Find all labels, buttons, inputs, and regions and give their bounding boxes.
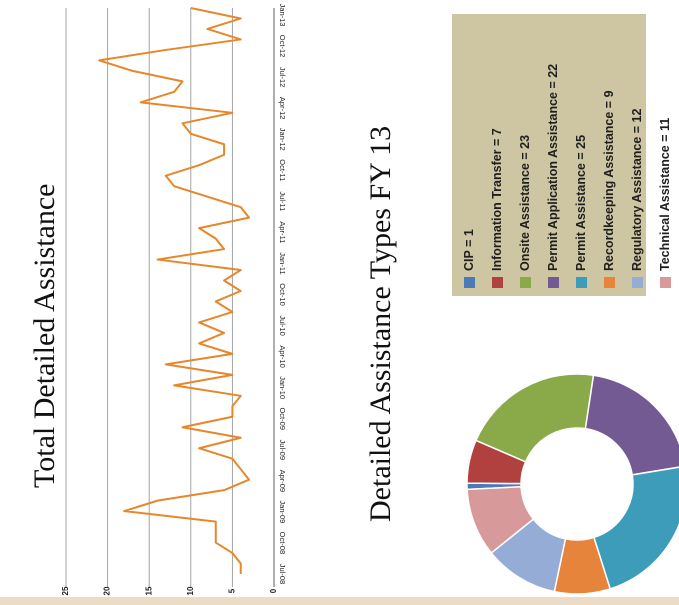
legend-swatch xyxy=(631,277,643,288)
x-tick-label: Jul-10 xyxy=(278,315,287,335)
y-tick-label: 25 xyxy=(61,586,70,595)
x-tick-label: Jul-12 xyxy=(278,67,287,87)
legend-label: Technical Assistance = 11 xyxy=(658,117,672,271)
legend-label: Information Transfer = 7 xyxy=(490,128,504,271)
legend-item: Permit Application Assistance = 22 xyxy=(539,14,567,296)
legend-swatch xyxy=(603,277,615,288)
bottom-divider xyxy=(0,597,679,605)
legend-item: Recordkeeping Assistance = 9 xyxy=(595,14,623,296)
donut-slice xyxy=(592,466,679,590)
x-tick-label: Apr-11 xyxy=(278,221,287,243)
legend-item: Technical Assistance = 11 xyxy=(651,14,679,296)
legend-swatch xyxy=(491,277,503,288)
x-tick-label: Oct-12 xyxy=(278,35,287,58)
y-tick-label: 5 xyxy=(228,588,237,593)
x-tick-label: Jan-11 xyxy=(278,252,287,274)
legend-label: Onsite Assistance = 23 xyxy=(518,134,532,271)
legend-item: Permit Assistance = 25 xyxy=(567,14,595,296)
donut-chart-title: Detailed Assistance Types FY 13 xyxy=(364,125,397,522)
y-tick-label: 20 xyxy=(103,586,112,595)
x-tick-label: Oct-10 xyxy=(278,283,287,306)
legend-label: Regulatory Assistance = 12 xyxy=(630,108,644,271)
x-tick-label: Oct-08 xyxy=(278,532,287,555)
legend-swatch xyxy=(659,277,671,288)
legend-item: CIP = 1 xyxy=(455,14,483,296)
legend-swatch xyxy=(575,277,587,288)
legend-label: Recordkeeping Assistance = 9 xyxy=(602,90,616,271)
legend-label: CIP = 1 xyxy=(462,229,476,271)
x-tick-label: Jan-10 xyxy=(278,376,287,399)
donut-slice xyxy=(466,485,535,555)
y-tick-label: 10 xyxy=(186,586,195,595)
x-tick-label: Jan-12 xyxy=(278,128,287,151)
donut-slice xyxy=(584,374,679,476)
x-tick-label: Oct-09 xyxy=(278,407,287,430)
x-tick-label: Jan-09 xyxy=(278,500,287,523)
x-tick-label: Jul-09 xyxy=(278,440,287,460)
y-tick-label: 0 xyxy=(269,588,278,593)
x-tick-label: Apr-12 xyxy=(278,97,287,120)
legend-item: Onsite Assistance = 23 xyxy=(511,14,539,296)
y-tick-label: 15 xyxy=(144,586,153,595)
legend-swatch xyxy=(547,277,559,288)
legend-item: Regulatory Assistance = 12 xyxy=(623,14,651,296)
x-tick-label: Apr-10 xyxy=(278,345,287,368)
legend-label: Permit Application Assistance = 22 xyxy=(546,63,560,271)
legend-swatch xyxy=(463,277,475,288)
x-tick-label: Jul-08 xyxy=(278,564,287,584)
donut-slice xyxy=(475,373,595,463)
legend-label: Permit Assistance = 25 xyxy=(574,134,588,271)
legend-swatch xyxy=(519,277,531,288)
line-chart-title: Total Detailed Assistance xyxy=(28,183,61,488)
donut-legend: CIP = 1 Information Transfer = 7 Onsite As… xyxy=(452,14,672,296)
legend-item: Information Transfer = 7 xyxy=(483,14,511,296)
x-tick-label: Oct-11 xyxy=(278,159,287,181)
x-tick-label: Apr-09 xyxy=(278,470,287,493)
x-tick-label: Jul-11 xyxy=(278,191,287,211)
x-tick-label: Jan-13 xyxy=(278,4,287,27)
series-line xyxy=(98,7,251,574)
